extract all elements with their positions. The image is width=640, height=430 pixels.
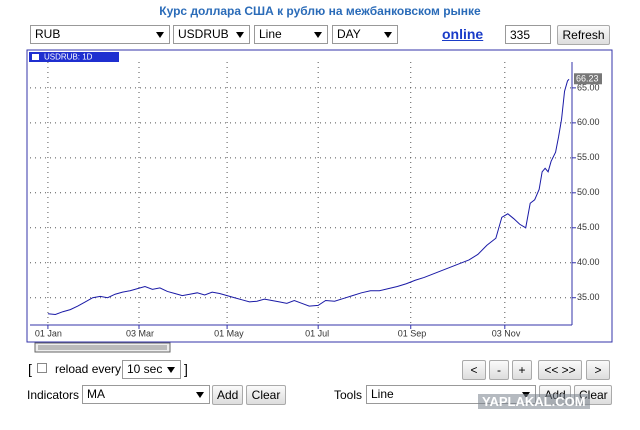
indicators-select[interactable]: MA <box>82 385 210 404</box>
chart-frame <box>26 49 613 343</box>
x-tick-label: 01 May <box>214 328 244 338</box>
reload-label: reload every <box>55 362 122 376</box>
title: Курс доллара США к рублю на межбанковско… <box>159 4 481 18</box>
x-tick-label: 03 Mar <box>126 328 154 338</box>
y-tick-label: 50.00 <box>577 187 600 197</box>
bracket: [ <box>28 361 32 377</box>
indicators-clear[interactable]: Clear <box>246 385 286 405</box>
count-input[interactable]: 335 <box>505 25 551 44</box>
y-tick-label: 40.00 <box>577 257 600 267</box>
x-tick-label: 01 Jan <box>35 328 62 338</box>
last-price-label: 66.23 <box>576 74 599 84</box>
interval-select[interactable]: 10 sec <box>122 360 181 379</box>
x-tick-label: 01 Sep <box>398 328 427 338</box>
chart-tag-bg <box>29 52 119 62</box>
reload-checkbox[interactable] <box>37 363 47 373</box>
instrument-select[interactable]: USDRUB <box>173 25 250 44</box>
bracket: ] <box>184 361 188 377</box>
watermark: YAPLAKAL.COM <box>478 394 590 409</box>
refresh-button[interactable]: Refresh <box>557 25 610 45</box>
nav-button[interactable]: << >> <box>538 360 582 380</box>
y-tick-label: 45.00 <box>577 222 600 232</box>
nav-button[interactable]: < <box>462 360 486 380</box>
chart-tag: USDRUB: 1D <box>44 53 93 62</box>
y-tick-label: 65.00 <box>577 82 600 92</box>
nav-button[interactable]: + <box>512 360 532 380</box>
currency-select[interactable]: RUB <box>30 25 170 44</box>
nav-button[interactable]: - <box>489 360 509 380</box>
x-tick-label: 01 Jul <box>305 328 329 338</box>
nav-button[interactable]: > <box>586 360 610 380</box>
tools-label: Tools <box>334 388 363 402</box>
y-tick-label: 60.00 <box>577 117 600 127</box>
price-line <box>47 78 570 316</box>
y-tick-label: 35.00 <box>577 292 600 302</box>
scroll-thumb[interactable] <box>38 345 167 350</box>
last-price-bg <box>574 73 602 85</box>
style-select[interactable]: Line <box>254 25 328 44</box>
y-tick-label: 55.00 <box>577 152 600 162</box>
tag-icon <box>32 54 39 60</box>
online-link[interactable]: online <box>442 26 484 42</box>
period-select[interactable]: DAY <box>332 25 398 44</box>
indicators-label: Indicators <box>27 388 80 402</box>
x-tick-label: 03 Nov <box>492 328 521 338</box>
indicators-add[interactable]: Add <box>212 385 243 405</box>
